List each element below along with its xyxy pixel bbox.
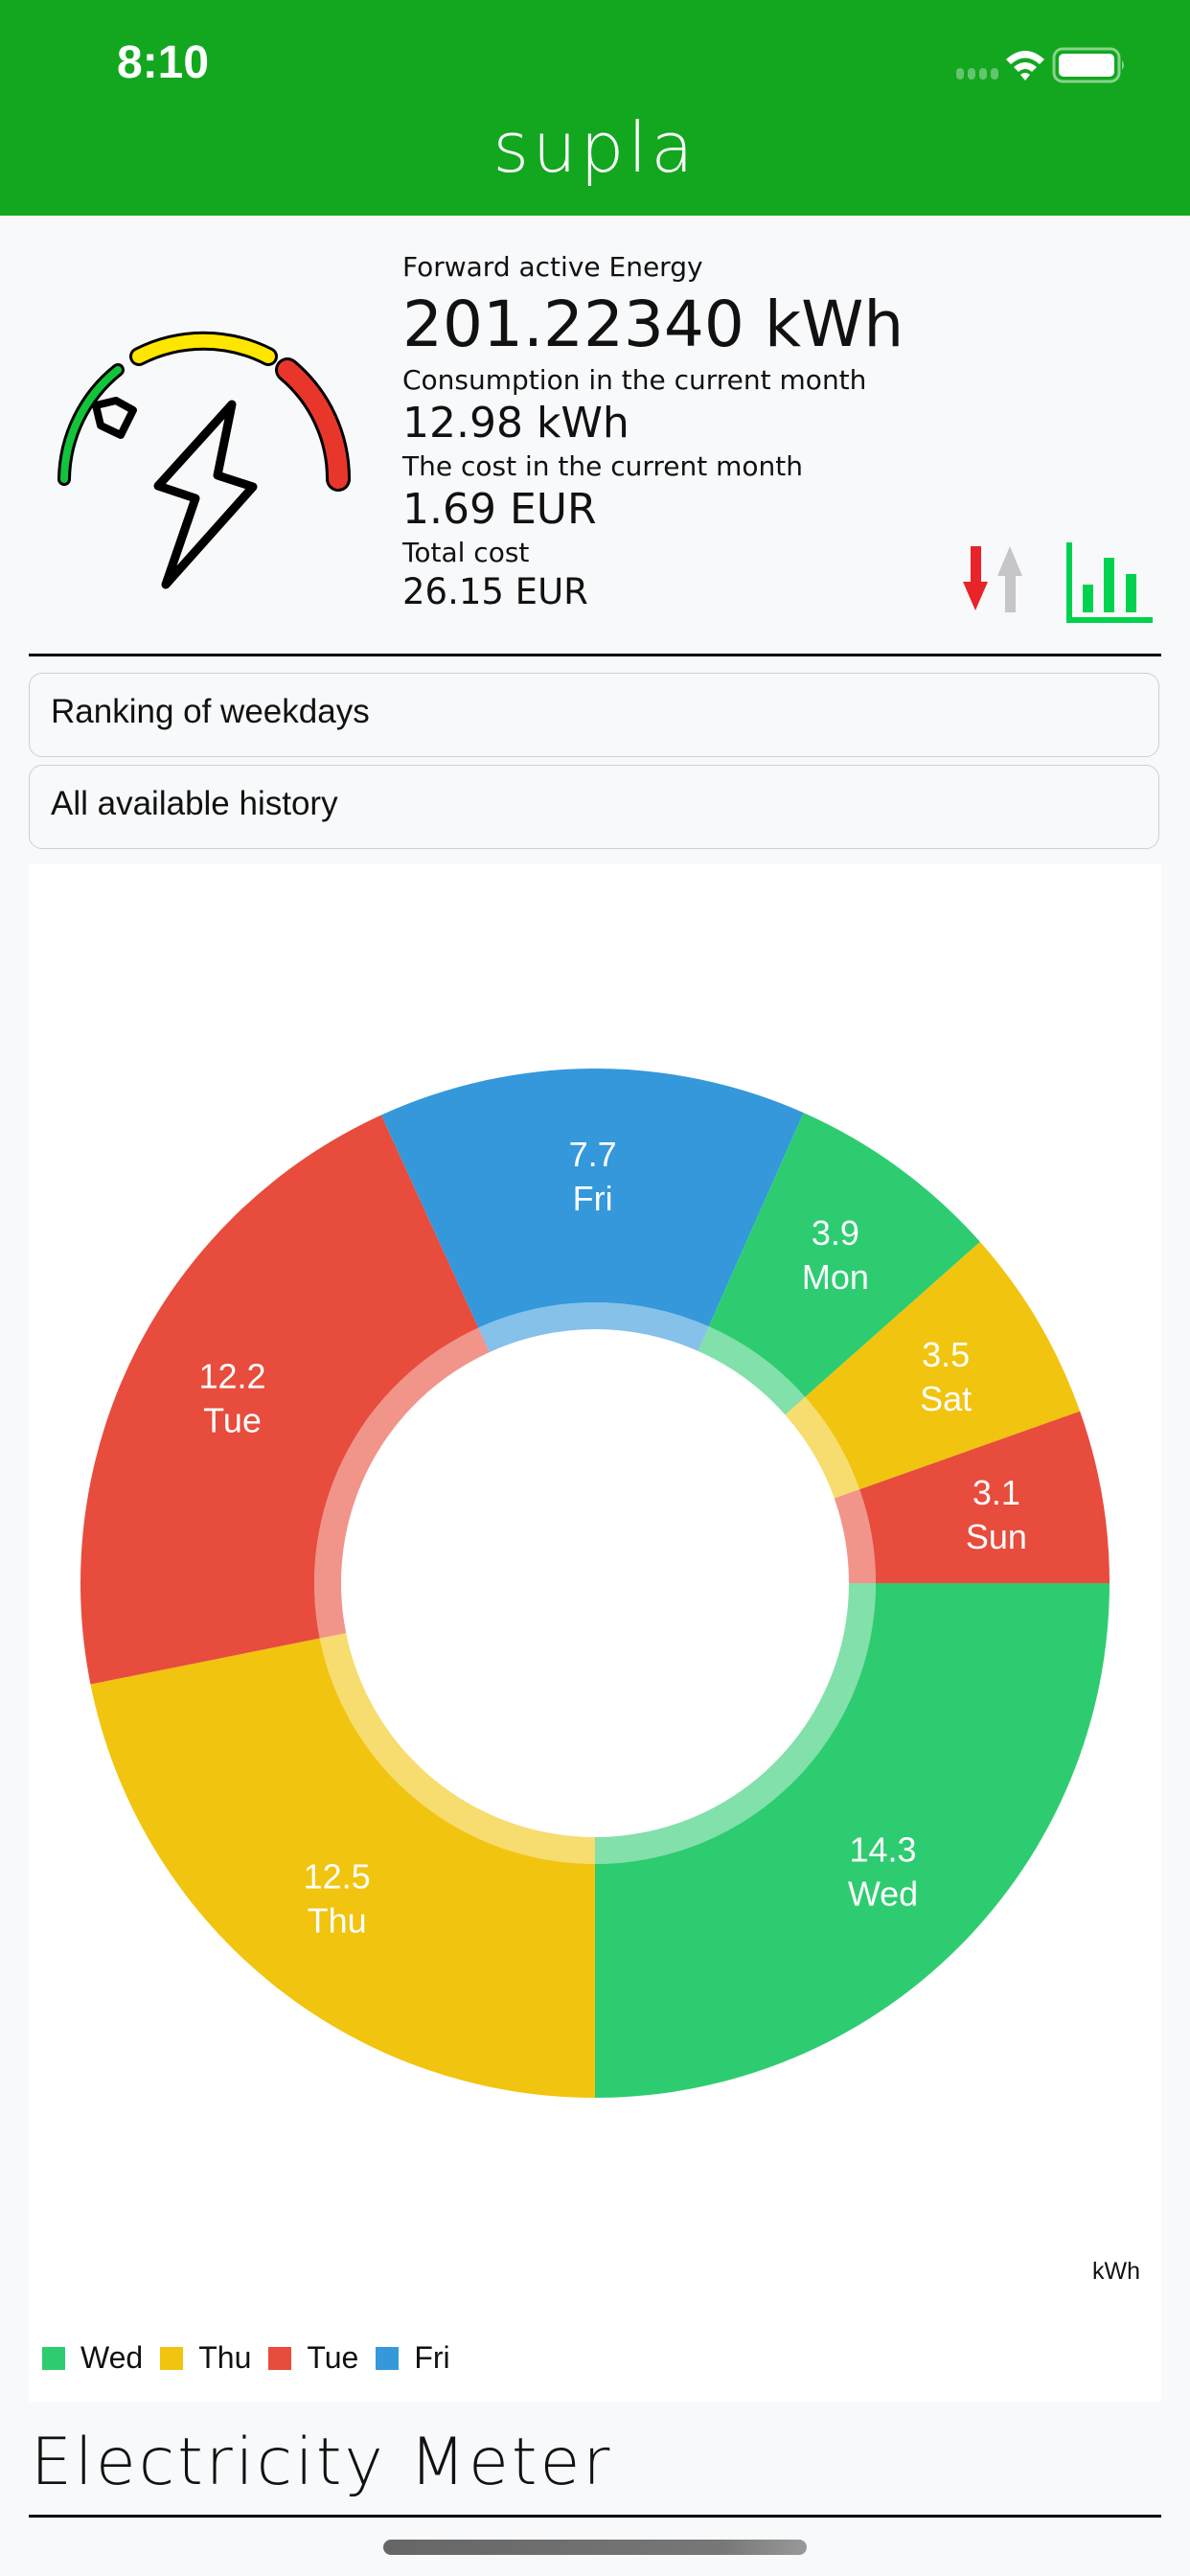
- device-title: Electricity Meter: [31, 2425, 613, 2500]
- chart-legend: Wed Thu Tue Fri: [42, 2340, 468, 2376]
- chart-type-selector[interactable]: Ranking of weekdays: [29, 673, 1159, 757]
- total-cost-label: Total cost: [402, 537, 530, 568]
- top-bar: 8:10 supla: [0, 0, 1190, 216]
- legend-swatch: [42, 2346, 65, 2370]
- bar-chart-button[interactable]: [1064, 539, 1155, 623]
- slice-label: Thu: [308, 1901, 367, 1941]
- legend-label: Tue: [307, 2340, 359, 2375]
- app-title: supla: [492, 107, 698, 188]
- month-cost-label: The cost in the current month: [402, 450, 804, 482]
- month-consumption-value: 12.98 kWh: [402, 399, 629, 448]
- status-time: 8:10: [117, 37, 210, 88]
- battery-icon: [1052, 47, 1124, 83]
- status-icons: [956, 47, 1124, 83]
- legend-label: Wed: [80, 2340, 144, 2375]
- footer-divider: [29, 2515, 1161, 2518]
- donut-slice-fri[interactable]: 7.7 Fri: [380, 1069, 804, 1352]
- slice-label: 7.7: [569, 1135, 617, 1174]
- legend-swatch: [268, 2346, 292, 2370]
- legend-label: Thu: [198, 2340, 252, 2375]
- legend-item-wed[interactable]: Wed: [42, 2340, 143, 2376]
- home-indicator[interactable]: [383, 2540, 807, 2555]
- slice-label: Fri: [573, 1179, 613, 1218]
- slice-label: 14.3: [849, 1830, 916, 1870]
- donut-slice-tue[interactable]: 12.2 Tue: [80, 1115, 490, 1685]
- legend-item-tue[interactable]: Tue: [268, 2340, 358, 2376]
- slice-label: Sun: [966, 1517, 1027, 1556]
- forward-energy-label: Forward active Energy: [402, 251, 703, 283]
- month-consumption-label: Consumption in the current month: [402, 364, 867, 396]
- donut-slice-sun[interactable]: 3.1 Sun: [834, 1411, 1110, 1583]
- slice-label: 3.1: [973, 1473, 1020, 1512]
- forward-energy-value: 201.22340 kWh: [402, 288, 904, 361]
- slice-label: 12.5: [304, 1857, 371, 1897]
- legend-swatch: [376, 2346, 400, 2370]
- chart-type-value: Ranking of weekdays: [51, 693, 370, 730]
- unit-label: kWh: [1092, 2258, 1140, 2285]
- wifi-icon: [1006, 51, 1044, 80]
- total-cost-value: 26.15 EUR: [402, 571, 588, 612]
- donut-chart[interactable]: 14.3Wed12.5Thu12.2Tue7.7Fri3.9Mon3.5Sat3…: [29, 864, 1161, 2402]
- meter-readings: Forward active Energy 201.22340 kWh Cons…: [402, 251, 904, 615]
- slice-label: 3.5: [922, 1335, 970, 1374]
- legend-swatch: [160, 2346, 184, 2370]
- signal-icon: [956, 68, 998, 80]
- legend-item-thu[interactable]: Thu: [160, 2340, 251, 2376]
- slice-label: Wed: [848, 1874, 918, 1914]
- import-export-arrows-icon: [963, 546, 1022, 612]
- header-divider: [29, 654, 1161, 656]
- date-range-value: All available history: [51, 785, 338, 822]
- slice-label: Sat: [920, 1379, 972, 1418]
- slice-label: 12.2: [198, 1357, 265, 1396]
- electricity-meter-icon: [57, 331, 352, 589]
- legend-item-fri[interactable]: Fri: [376, 2340, 450, 2376]
- slice-label: 3.9: [812, 1213, 859, 1253]
- date-range-selector[interactable]: All available history: [29, 765, 1159, 849]
- chart-card: 14.3 Wed 12.5 Thu 12.2 Tue 7.7 Fri 3.9 Mon 3.5 Sat 3…: [29, 864, 1161, 2402]
- slice-label: Mon: [802, 1257, 869, 1297]
- month-cost-value: 1.69 EUR: [402, 485, 597, 534]
- donut-slice-sat[interactable]: 3.5 Sat: [785, 1241, 1081, 1499]
- bar-chart-icon: [1066, 542, 1153, 623]
- slice-label: Tue: [203, 1401, 262, 1440]
- legend-label: Fri: [414, 2340, 450, 2375]
